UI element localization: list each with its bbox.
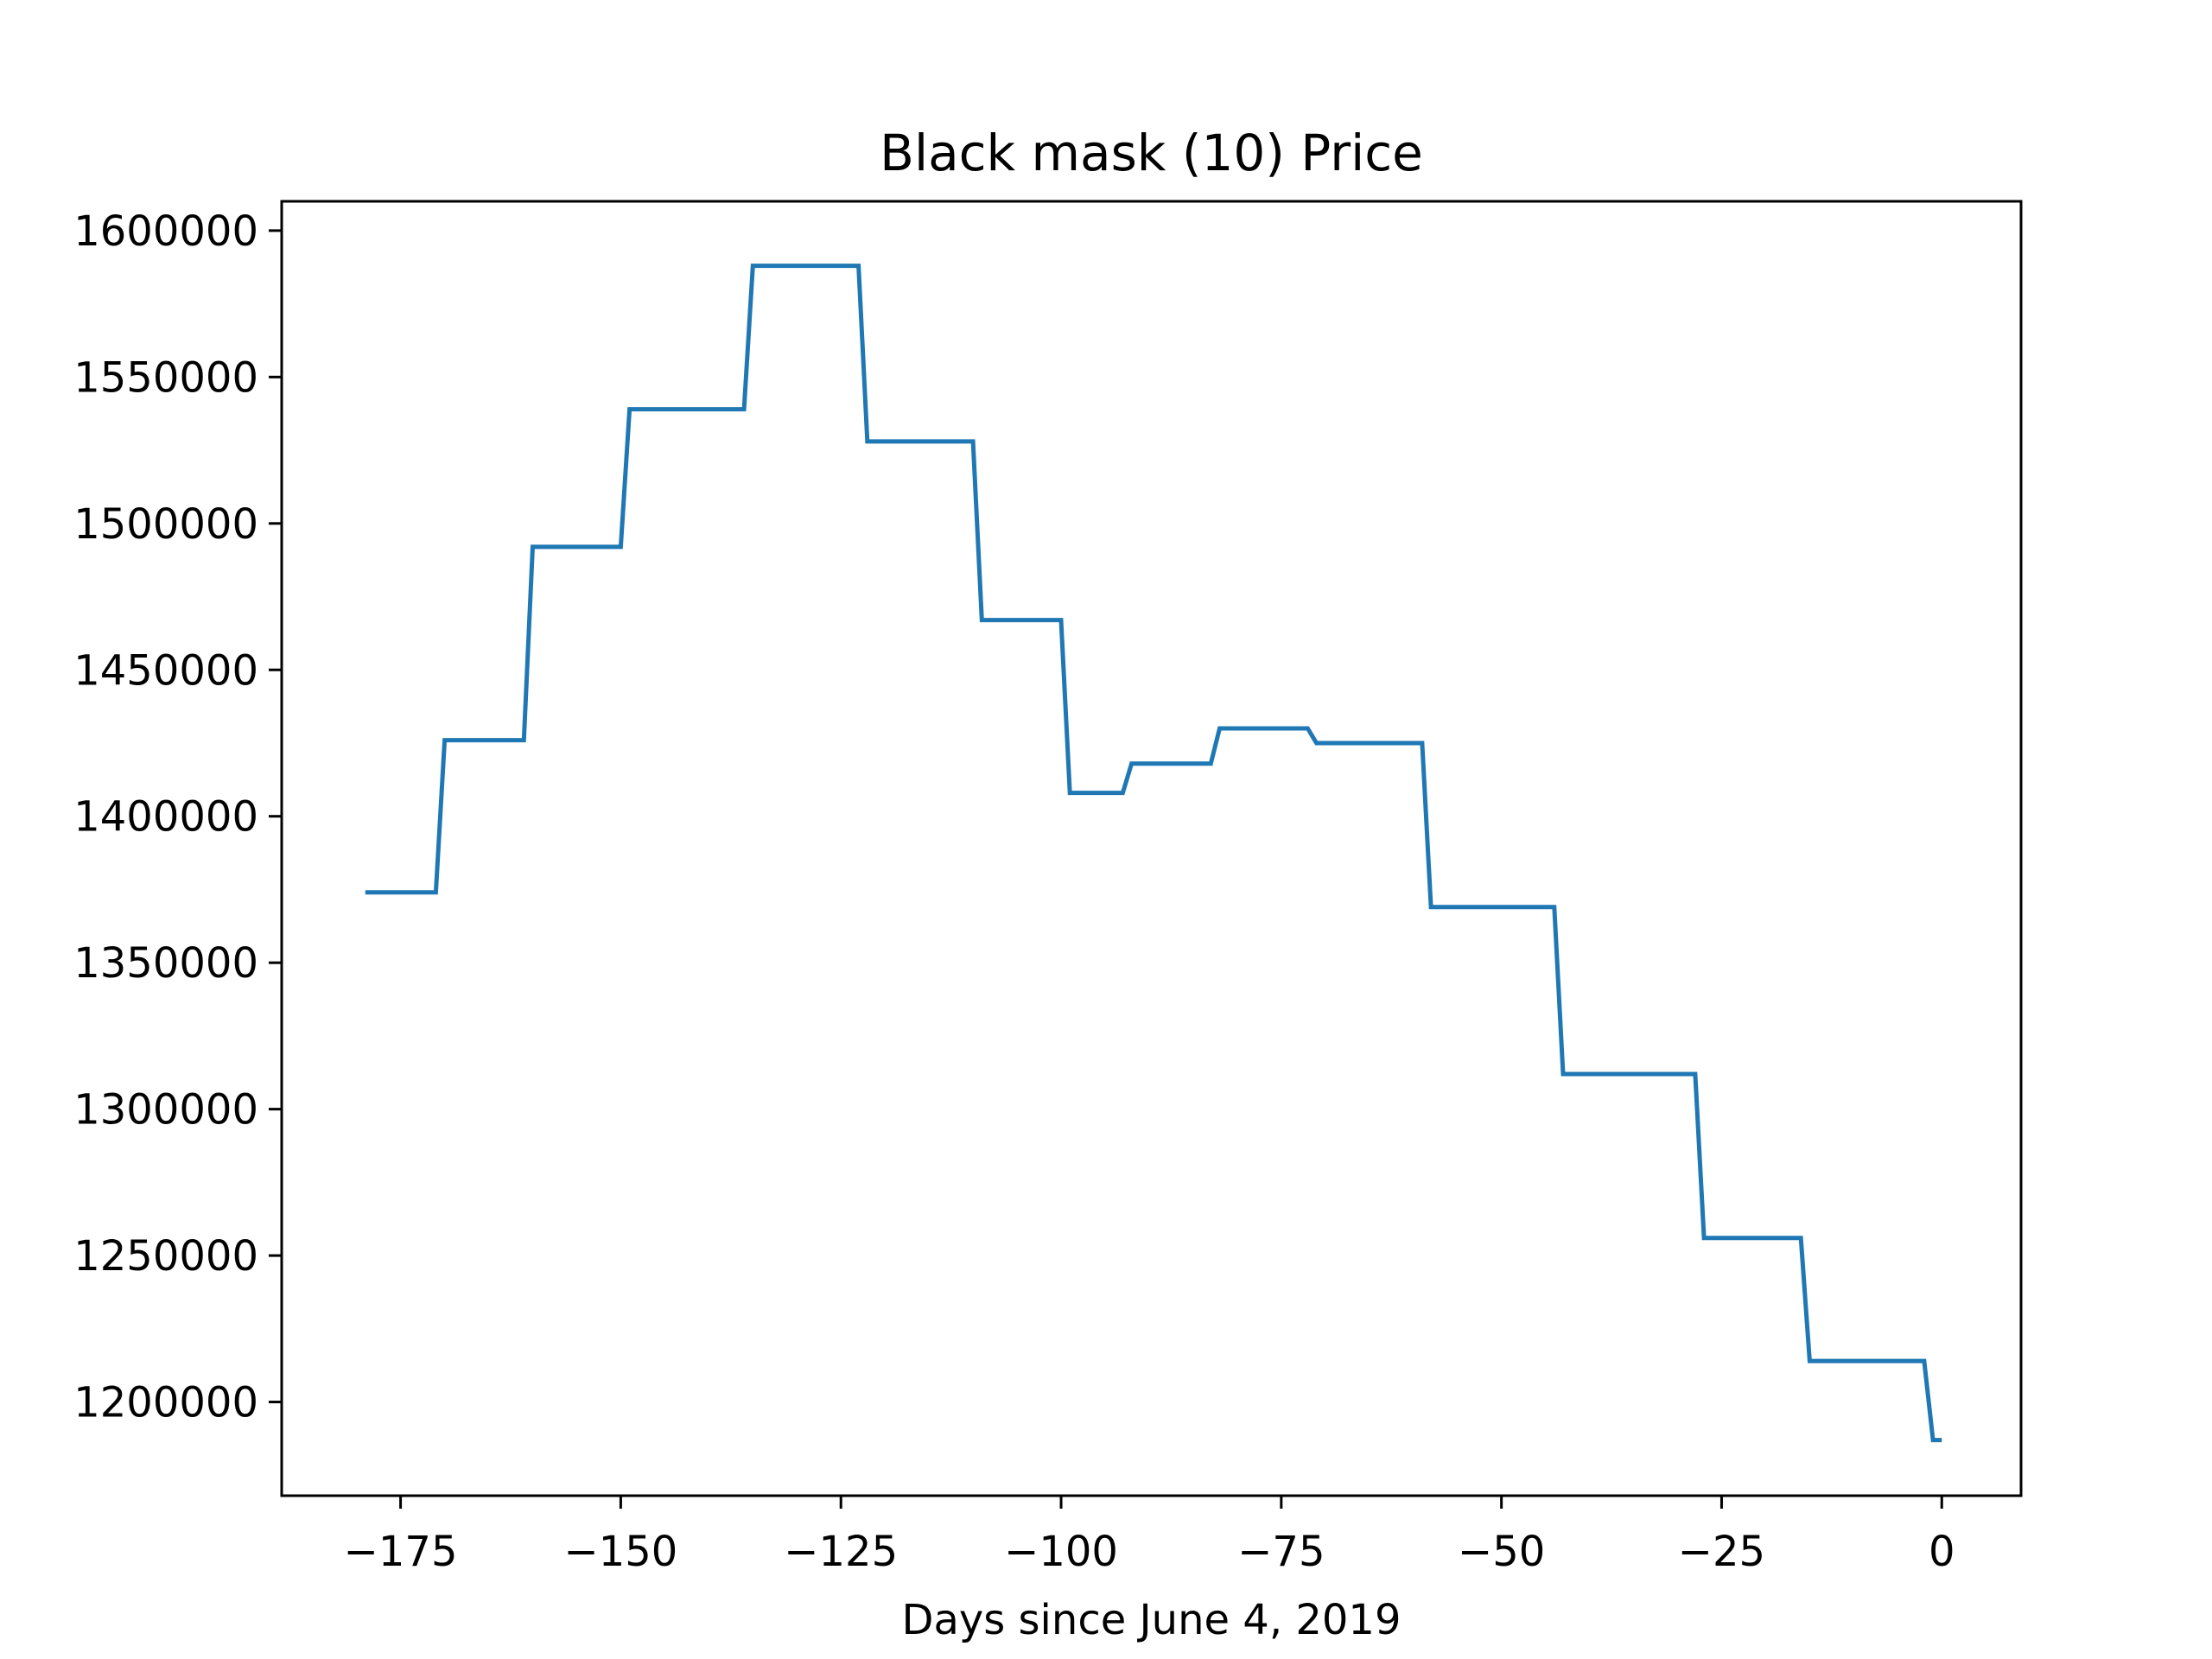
y-tick-label: 1200000: [73, 1379, 258, 1427]
y-axis: 1200000 1250000 1300000 1350000 1400000 14500…: [73, 207, 282, 1427]
x-axis: −175 −150 −125 −100 −75 −50 −25 0: [344, 1496, 1955, 1576]
y-tick-label: 1250000: [73, 1232, 258, 1281]
plot-area: [280, 200, 2023, 1497]
axes-frame: [280, 200, 2023, 1497]
price-series-line: [365, 264, 1942, 1443]
x-tick-label: −75: [1237, 1528, 1325, 1576]
x-tick-label: −125: [784, 1528, 898, 1576]
y-tick-label: 1400000: [73, 793, 258, 842]
y-tick-label: 1300000: [73, 1086, 258, 1135]
x-tick-label: 0: [1929, 1528, 1955, 1576]
y-tick-label: 1350000: [73, 939, 258, 988]
x-tick-label: −150: [563, 1528, 677, 1576]
x-axis-label: Days since June 4, 2019: [902, 1596, 1402, 1644]
chart-title: Black mask (10) Price: [880, 124, 1423, 182]
y-tick-label: 1500000: [73, 500, 258, 549]
y-tick-label: 1600000: [73, 207, 258, 256]
x-tick-label: −175: [344, 1528, 458, 1576]
y-tick-label: 1550000: [73, 353, 258, 402]
x-tick-label: −50: [1458, 1528, 1545, 1576]
x-tick-label: −100: [1004, 1528, 1118, 1576]
y-tick-label: 1450000: [73, 646, 258, 695]
x-tick-label: −25: [1678, 1528, 1765, 1576]
